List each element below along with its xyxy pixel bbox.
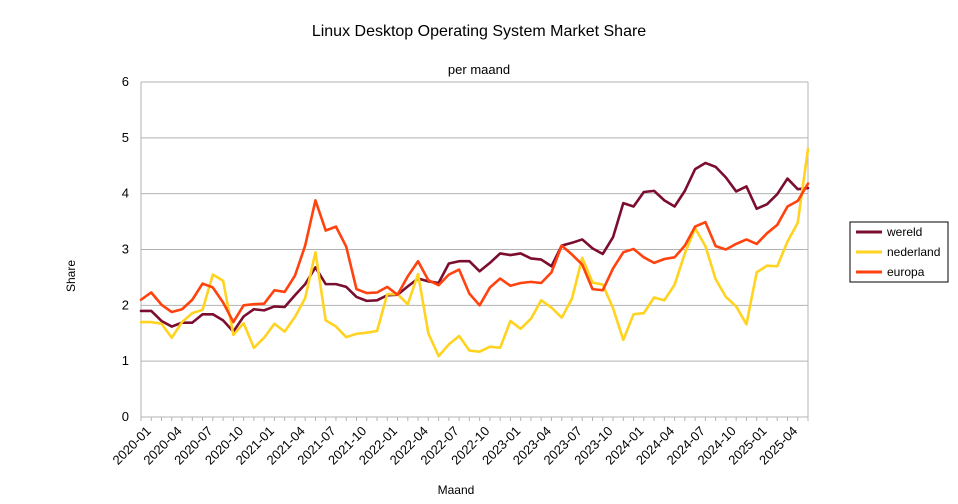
chart-subtitle: per maand bbox=[448, 62, 510, 77]
y-tick-label: 4 bbox=[122, 186, 129, 201]
x-axis-ticks: 2020-012020-042020-072020-102021-012021-… bbox=[110, 417, 809, 468]
plot-area: 0 1 2 3 4 5 6 2020-012020-042020-072020-102021… bbox=[110, 74, 810, 468]
legend-label-nederland: nederland bbox=[887, 245, 940, 259]
chart-title: Linux Desktop Operating System Market Sh… bbox=[312, 23, 646, 40]
legend: wereld nederland europa bbox=[849, 221, 949, 283]
legend-label-wereld: wereld bbox=[886, 225, 922, 239]
series-line-nederland bbox=[139, 147, 810, 358]
y-tick-label: 5 bbox=[122, 130, 129, 145]
y-tick-label: 2 bbox=[122, 297, 129, 312]
y-tick-label: 3 bbox=[122, 242, 129, 257]
series-line-wereld bbox=[139, 161, 810, 333]
y-axis-label: Share bbox=[64, 260, 78, 292]
x-axis-label: Maand bbox=[438, 483, 475, 497]
legend-label-europa: europa bbox=[887, 265, 925, 279]
series-lines bbox=[139, 147, 810, 358]
y-tick-label: 1 bbox=[122, 353, 129, 368]
grid bbox=[140, 81, 809, 418]
y-axis-ticks: 0 1 2 3 4 5 6 bbox=[122, 74, 129, 424]
y-tick-label: 6 bbox=[122, 74, 129, 89]
series-line-europa bbox=[139, 182, 810, 324]
y-tick-label: 0 bbox=[122, 409, 129, 424]
